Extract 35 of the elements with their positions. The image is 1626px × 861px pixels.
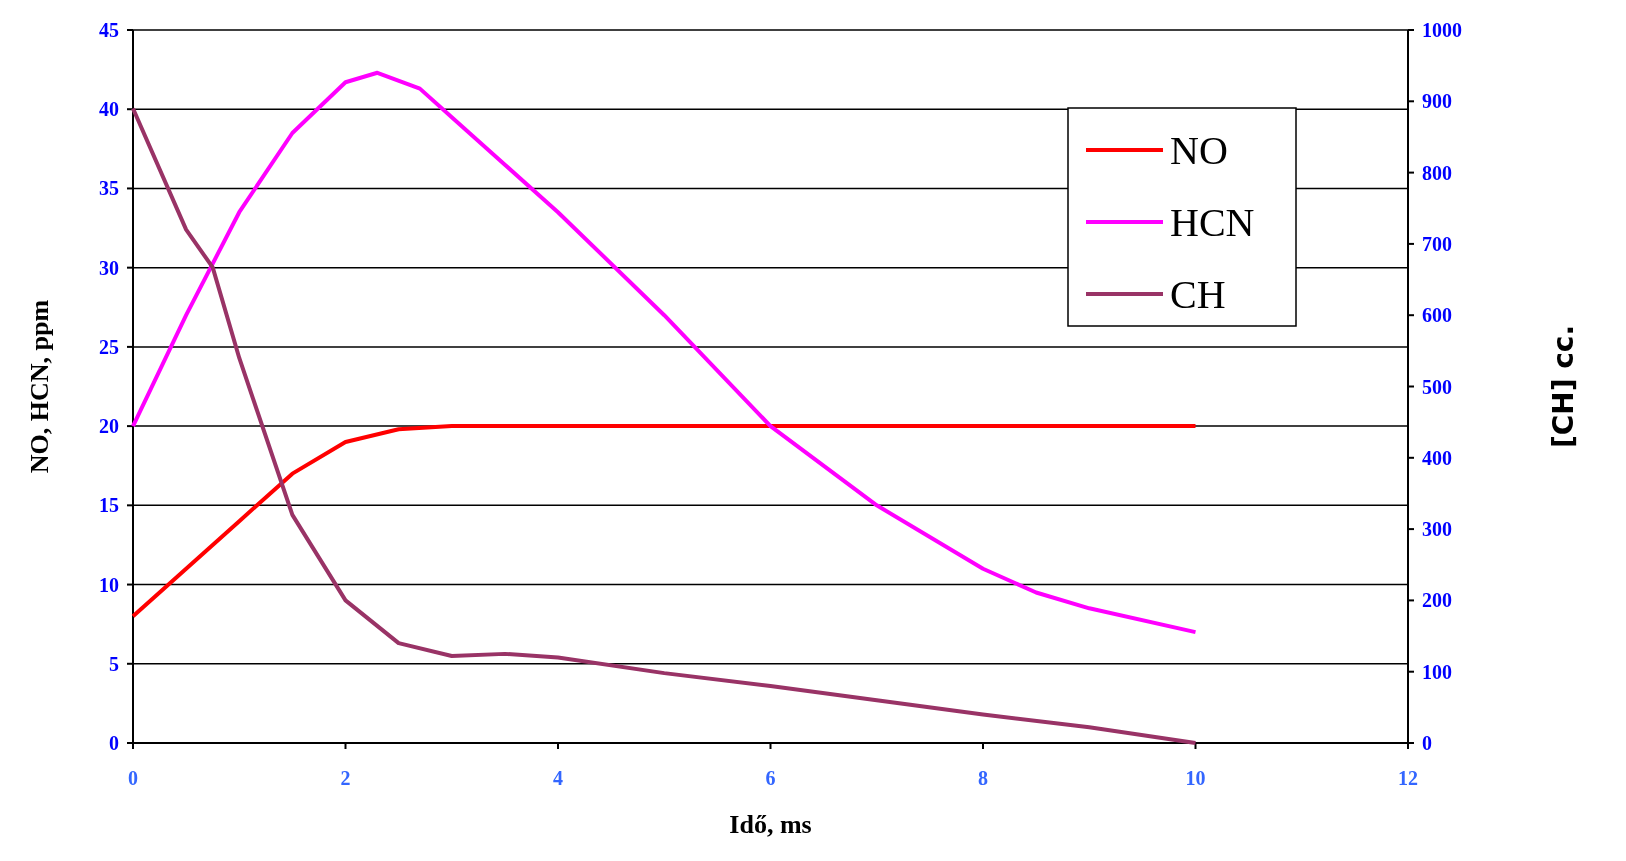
- y-tick-label: 25: [99, 335, 119, 358]
- x-tick-label: 8: [978, 767, 988, 789]
- y-tick-label: 5: [109, 652, 119, 675]
- legend-label: CH: [1170, 272, 1226, 317]
- x-axis-title: Idő, ms: [729, 810, 812, 839]
- y2-tick-label: 1000: [1422, 19, 1462, 41]
- y-tick-label: 10: [99, 573, 119, 596]
- legend-label: NO: [1170, 128, 1228, 173]
- y-tick-label: 30: [99, 256, 119, 279]
- y2-axis-title: [CH] cc.: [1547, 324, 1580, 449]
- line-series: [131, 424, 1198, 619]
- y2-tick-label: 0: [1422, 732, 1432, 754]
- y2-tick-label: 400: [1422, 446, 1452, 469]
- y2-tick-label: 600: [1422, 304, 1452, 327]
- x-tick-label: 0: [128, 767, 138, 789]
- y-axis-title: NO, HCN, ppm: [25, 299, 54, 474]
- y2-tick-label: 800: [1422, 161, 1452, 184]
- x-tick-label: 6: [765, 767, 776, 789]
- y2-tick-label: 700: [1422, 232, 1452, 255]
- x-tick-label: 4: [553, 767, 563, 789]
- y-tick-label: 0: [109, 732, 119, 754]
- y2-tick-label: 500: [1422, 375, 1452, 398]
- y-tick-label: 40: [99, 98, 119, 121]
- y-tick-label: 45: [99, 19, 119, 41]
- x-tick-label: 2: [340, 767, 351, 789]
- y2-tick-label: 200: [1422, 589, 1452, 612]
- y2-tick-label: 300: [1422, 518, 1452, 541]
- y2-tick-label: 900: [1422, 90, 1452, 113]
- y-tick-label: 20: [99, 415, 119, 438]
- y-tick-label: 15: [99, 494, 119, 517]
- legend-label: HCN: [1170, 200, 1255, 245]
- y-tick-label: 35: [99, 177, 119, 200]
- x-tick-label: 10: [1185, 767, 1206, 789]
- x-tick-label: 12: [1398, 767, 1418, 789]
- y2-tick-label: 100: [1422, 660, 1452, 683]
